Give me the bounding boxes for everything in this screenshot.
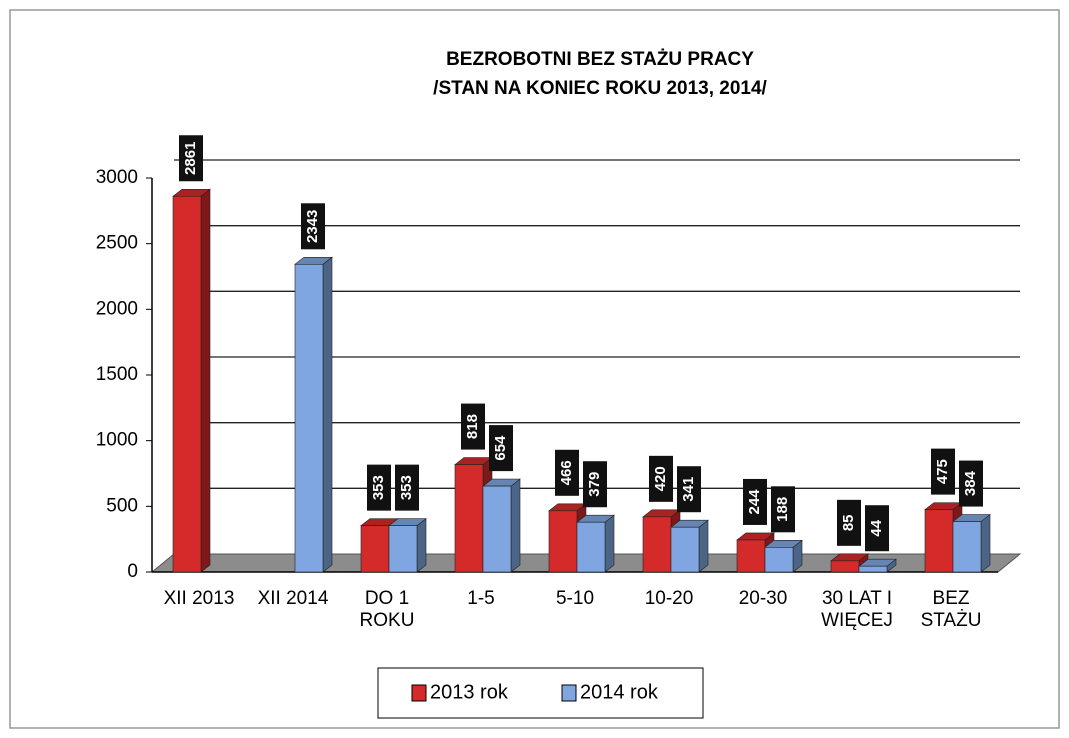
bar-side [698,519,709,573]
bar-side [322,256,333,573]
value-label-box [677,466,701,513]
bar [294,263,324,573]
value-label: 654 [492,435,509,461]
value-label-box [367,464,391,511]
value-label-box [649,455,673,502]
value-label-box [771,486,795,533]
x-tick-label: 1-5 [467,588,495,609]
x-tick-label: 5-10 [555,588,595,609]
bar [454,464,484,573]
bar-side [980,513,991,573]
y-tick-label: 0 [127,561,138,582]
value-label: 353 [398,475,415,500]
bar [952,521,982,573]
legend-label: 2014 rok [580,681,659,703]
y-tick-label: 2000 [96,298,138,319]
x-tick-label: DO 1 ROKU [359,588,415,631]
value-label-box [489,425,513,472]
bar [736,539,766,573]
bar [172,195,202,573]
bar [670,526,700,573]
value-label-box [743,478,767,525]
value-label: 44 [868,519,885,536]
value-label: 85 [840,514,857,531]
x-tick-label: 10-20 [644,588,694,609]
value-label: 420 [652,466,669,491]
value-label-box [461,403,485,450]
bar [360,525,390,573]
value-label-box [301,203,325,250]
value-label-box [395,464,419,511]
bar-side [510,478,521,573]
value-label: 341 [680,477,697,502]
x-tick-label: BEZ STAŻU [920,588,982,631]
y-tick-label: 1000 [96,430,138,451]
y-tick-label: 3000 [96,167,138,188]
value-label-box [837,499,861,546]
bar [830,560,860,573]
value-label-box [865,505,889,552]
bar [764,547,794,573]
value-label: 379 [586,472,603,497]
value-label-box [931,448,955,495]
bar-side [604,514,615,573]
chart-title: BEZROBOTNI BEZ STAŻU PRACY [446,49,754,70]
value-label: 2343 [304,210,321,243]
y-tick-label: 2500 [96,233,138,254]
value-label: 818 [464,414,481,439]
value-label: 188 [774,497,791,522]
value-label-box [555,449,579,496]
value-label: 384 [962,470,979,496]
bar [924,509,954,573]
x-tick-label: XII 2013 [163,588,235,609]
bar [642,516,672,573]
legend-label: 2013 rok [430,681,509,703]
legend-box [377,667,704,719]
bar [576,521,606,573]
bar [482,485,512,573]
bar-side [200,188,211,573]
value-label-box [179,135,203,182]
value-label: 2861 [182,142,199,175]
bar [858,565,888,573]
y-tick-label: 500 [106,495,138,516]
value-label: 475 [934,459,951,484]
x-tick-label: 30 LAT I WIĘCEJ [821,588,893,631]
legend-swatch [411,684,427,702]
value-label-box [583,461,607,508]
bar-side [416,518,427,573]
value-label: 466 [558,460,575,485]
x-tick-label: XII 2014 [257,588,329,609]
bar [548,510,578,573]
value-label: 244 [746,489,763,515]
chart-subtitle: /STAN NA KONIEC ROKU 2013, 2014/ [433,78,767,99]
value-label: 353 [370,475,387,500]
legend-swatch [561,684,577,702]
bar [388,525,418,573]
value-label-box [959,460,983,507]
y-tick-label: 1500 [96,364,138,385]
x-tick-label: 20-30 [738,588,788,609]
